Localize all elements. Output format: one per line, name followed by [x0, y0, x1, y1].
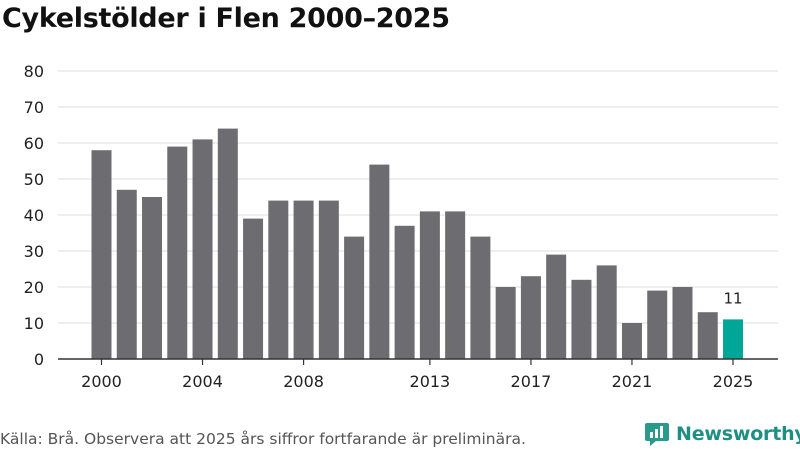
- source-note: Källa: Brå. Observera att 2025 års siffr…: [0, 430, 526, 448]
- bar-2011[interactable]: [369, 164, 390, 359]
- data-labels: 11: [723, 289, 742, 307]
- y-tick-label: 30: [24, 242, 44, 261]
- bar-2013[interactable]: [419, 211, 440, 359]
- bar-2006[interactable]: [243, 218, 264, 359]
- bar-2023[interactable]: [672, 287, 693, 359]
- x-tick-label: 2025: [713, 372, 754, 391]
- bar-2000[interactable]: [91, 150, 112, 359]
- data-label-2025: 11: [723, 289, 742, 307]
- bar-2008[interactable]: [293, 200, 314, 359]
- y-tick-label: 50: [24, 170, 44, 189]
- y-tick-label: 10: [24, 314, 44, 333]
- y-tick-label: 60: [24, 134, 44, 153]
- bar-2019[interactable]: [571, 279, 592, 359]
- bar-2002[interactable]: [142, 197, 163, 359]
- bar-2022[interactable]: [647, 290, 668, 359]
- x-tick-label: 2013: [410, 372, 451, 391]
- bar-2018[interactable]: [546, 254, 567, 359]
- x-tick-label: 2017: [511, 372, 552, 391]
- y-tick-label: 80: [24, 62, 44, 81]
- bar-2009[interactable]: [318, 200, 339, 359]
- bar-2004[interactable]: [192, 139, 213, 359]
- newsworthy-logo-icon: [645, 423, 669, 446]
- x-tick-label: 2000: [81, 372, 122, 391]
- gridlines: [58, 70, 778, 324]
- y-tick-label: 0: [34, 350, 44, 369]
- brand-name: Newsworthy: [676, 423, 800, 445]
- bar-2007[interactable]: [268, 200, 289, 359]
- bar-2020[interactable]: [596, 265, 617, 359]
- bar-2001[interactable]: [116, 189, 137, 359]
- x-tick-label: 2021: [612, 372, 653, 391]
- bar-2021[interactable]: [621, 323, 642, 359]
- bar-2005[interactable]: [217, 128, 238, 359]
- y-tick-label: 70: [24, 98, 44, 117]
- bar-2025[interactable]: [723, 319, 743, 359]
- x-tick-label: 2008: [283, 372, 324, 391]
- chart-title: Cykelstölder i Flen 2000–2025: [2, 3, 450, 34]
- bars: [91, 128, 743, 359]
- bar-2003[interactable]: [167, 146, 188, 359]
- x-tick-label: 2004: [182, 372, 223, 391]
- bar-2017[interactable]: [520, 276, 541, 359]
- bar-2012[interactable]: [394, 225, 415, 359]
- y-tick-label: 40: [24, 206, 44, 225]
- bar-2024[interactable]: [697, 312, 718, 359]
- bar-2016[interactable]: [495, 287, 516, 359]
- brand[interactable]: Newsworthy: [644, 421, 800, 447]
- bar-2015[interactable]: [470, 236, 491, 359]
- bar-2014[interactable]: [445, 211, 466, 359]
- y-tick-label: 20: [24, 278, 44, 297]
- x-axis: 2000 2004 2008 2013 2017 2021 2025: [58, 358, 778, 391]
- bar-2010[interactable]: [344, 236, 365, 359]
- y-axis: 0 10 20 30 40 50 60 70 80: [24, 62, 44, 369]
